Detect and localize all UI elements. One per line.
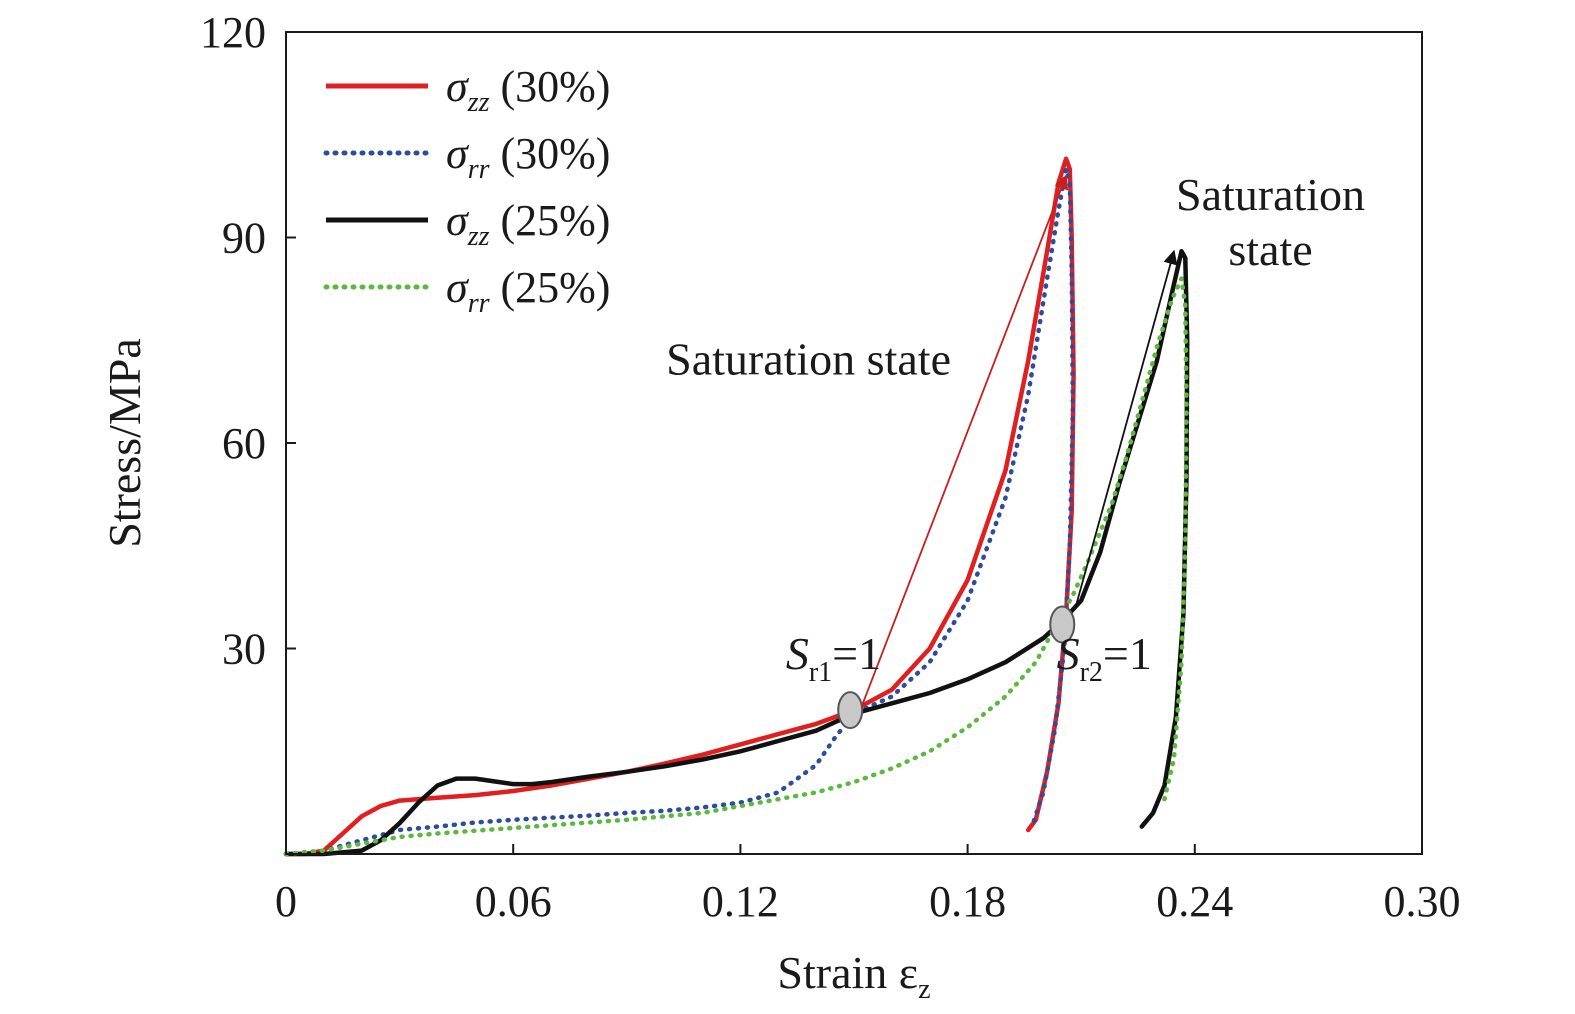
y-tick-label: 120 [200, 8, 266, 57]
annotation-3: state [1228, 224, 1312, 275]
x-tick-label: 0.24 [1156, 877, 1233, 926]
y-axis-label: Stress/MPa [99, 338, 150, 548]
legend-entry-1: σzz (30%) [446, 62, 610, 118]
annotation-arrow-2 [1074, 249, 1178, 608]
legend-entry-2: σrr (30%) [446, 129, 610, 185]
y-tick-label: 60 [222, 419, 266, 468]
annotation-arrow-1 [860, 174, 1069, 708]
y-axis-ticks: 30 60 90 120 [200, 8, 296, 674]
x-tick-label: 0.06 [475, 877, 552, 926]
saturation-marker-2 [1049, 605, 1076, 644]
saturation-marker-1 [837, 691, 864, 730]
legend-entry-3: σzz (25%) [446, 196, 610, 252]
x-tick-label: 0.12 [702, 877, 779, 926]
series-line-rr-1 [283, 166, 1076, 857]
x-axis-label: Strain εz [777, 947, 930, 1005]
x-tick-label: 0.18 [929, 877, 1006, 926]
annotation-1: Saturation state [666, 334, 951, 385]
y-tick-label: 30 [222, 625, 266, 674]
legend: σzz (30%) σrr (30%) σzz (25%) σrr (25%) [323, 62, 610, 319]
series-line-zz-0 [283, 156, 1076, 857]
annotation-arrows [860, 174, 1178, 708]
annotation-4: Sr1=1 [786, 628, 881, 688]
y-tick-label: 90 [222, 214, 266, 263]
annotation-2: Saturation [1176, 169, 1365, 220]
series-line-rr-3 [283, 276, 1189, 857]
x-axis-ticks: 0 0.06 0.12 0.18 0.24 0.30 [275, 844, 1461, 926]
legend-entry-4: σrr (25%) [446, 263, 610, 319]
x-tick-label: 0.30 [1384, 877, 1461, 926]
annotation-5: Sr2=1 [1057, 628, 1152, 688]
series-curves [283, 156, 1190, 857]
x-tick-label: 0 [275, 877, 297, 926]
series-line-zz-2 [283, 248, 1190, 857]
saturation-markers [837, 605, 1076, 730]
